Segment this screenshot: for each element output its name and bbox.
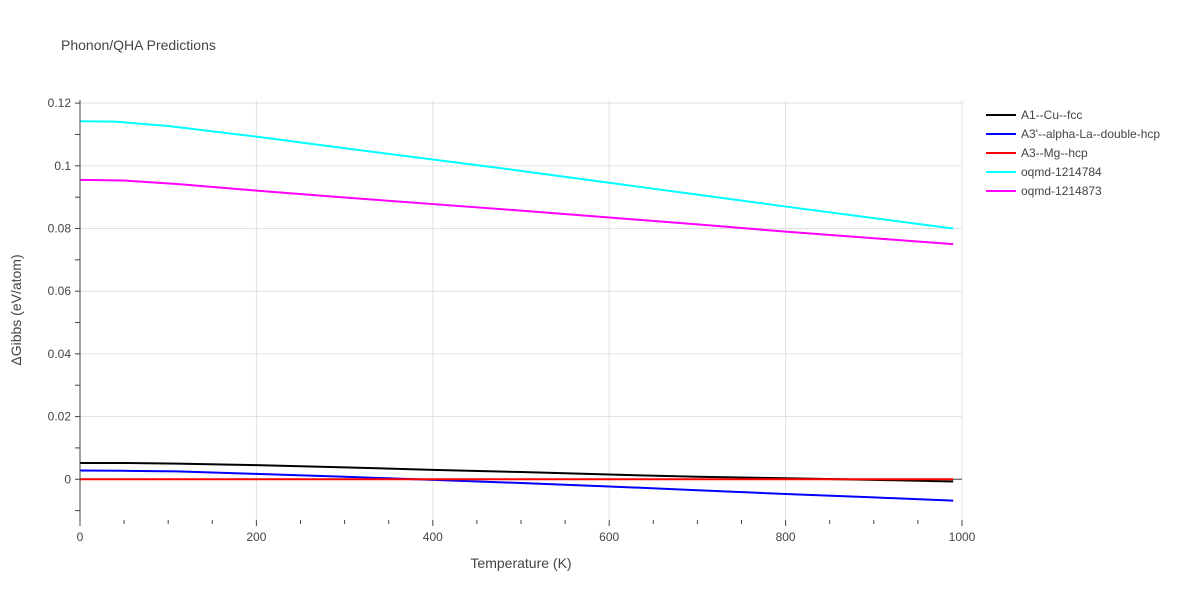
axes: 0 200 400 600 800 1000 0 0.02 0.04 0.06 0.08 0.1 0.1… (48, 96, 976, 544)
x-tick-label: 400 (423, 530, 443, 544)
series-line-A3'--alpha-La--double-hcp (79, 469, 954, 502)
legend-label: oqmd-1214873 (1021, 184, 1102, 198)
series-line-oqmd-1214873 (79, 178, 954, 246)
y-tick-label: 0.02 (48, 410, 72, 424)
y-tick-label: 0.12 (48, 96, 72, 110)
y-tick-label: 0.08 (48, 222, 72, 236)
legend-item-A3'--alpha-La--double-hcp[interactable]: A3'--alpha-La--double-hcp (986, 127, 1160, 141)
legend[interactable]: A1--Cu--fcc A3'--alpha-La--double-hcp A3--… (986, 108, 1160, 198)
legend-item-A3--Mg--hcp[interactable]: A3--Mg--hcp (986, 146, 1088, 160)
x-tick-label: 1000 (949, 530, 976, 544)
legend-label: A1--Cu--fcc (1021, 108, 1082, 122)
y-axis-title: ΔGibbs (eV/atom) (8, 254, 24, 365)
x-tick-label: 200 (246, 530, 266, 544)
x-tick-label: 800 (776, 530, 796, 544)
chart-title: Phonon/QHA Predictions (61, 37, 216, 53)
x-tick-label: 600 (599, 530, 619, 544)
grid (80, 100, 963, 520)
legend-item-oqmd-1214784[interactable]: oqmd-1214784 (986, 165, 1102, 179)
legend-item-oqmd-1214873[interactable]: oqmd-1214873 (986, 184, 1102, 198)
x-tick-label: 0 (77, 530, 84, 544)
legend-label: A3--Mg--hcp (1021, 146, 1088, 160)
plot-area (79, 120, 954, 502)
series-line-oqmd-1214784 (79, 120, 954, 230)
y-tick-label: 0.04 (48, 347, 72, 361)
y-tick-label: 0.1 (54, 159, 71, 173)
y-tick-label: 0.06 (48, 284, 72, 298)
x-axis-title: Temperature (K) (470, 555, 571, 571)
y-tick-label: 0 (64, 472, 71, 486)
legend-item-A1--Cu--fcc[interactable]: A1--Cu--fcc (986, 108, 1082, 122)
legend-label: A3'--alpha-La--double-hcp (1021, 127, 1160, 141)
legend-label: oqmd-1214784 (1021, 165, 1102, 179)
